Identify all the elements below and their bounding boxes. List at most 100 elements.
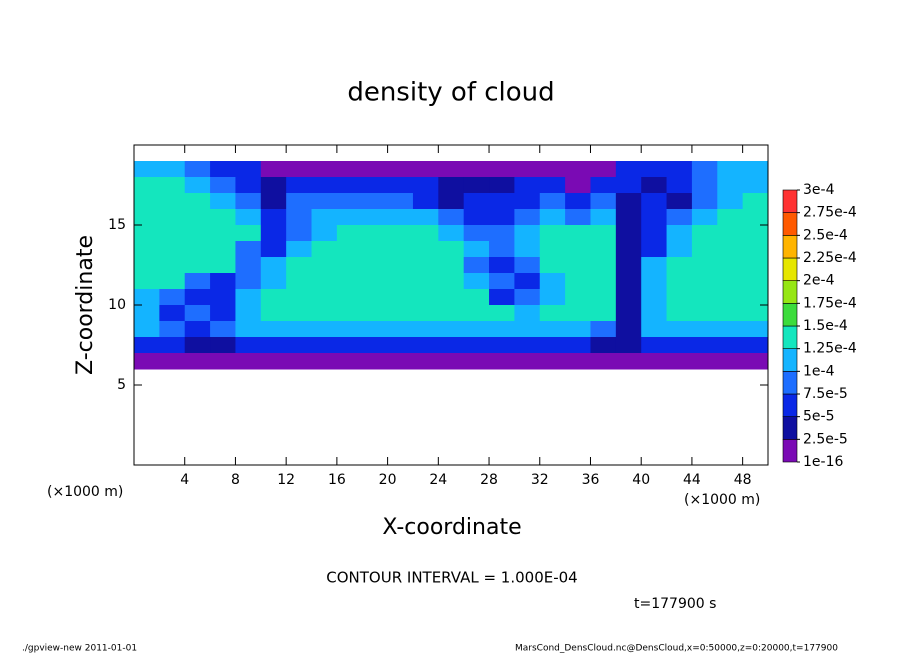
cell bbox=[565, 193, 591, 210]
cell bbox=[210, 177, 236, 194]
cell bbox=[641, 353, 668, 370]
colorbar-box bbox=[782, 257, 798, 281]
cell bbox=[514, 209, 541, 226]
cell bbox=[286, 353, 313, 370]
cell bbox=[336, 241, 363, 258]
colorbar-box bbox=[782, 212, 798, 236]
colorbar-box bbox=[782, 325, 798, 349]
cell bbox=[412, 289, 439, 306]
cell bbox=[666, 273, 693, 290]
cell bbox=[691, 273, 718, 290]
cell bbox=[362, 161, 389, 178]
x-tick-label: 32 bbox=[531, 472, 549, 488]
cell bbox=[539, 161, 566, 178]
cell bbox=[539, 289, 566, 306]
cell bbox=[412, 161, 439, 178]
cell bbox=[362, 225, 389, 242]
cell bbox=[336, 209, 363, 226]
colorbar-box bbox=[782, 235, 798, 259]
colorbar-box bbox=[782, 303, 798, 327]
cell bbox=[260, 337, 287, 354]
cell bbox=[565, 161, 591, 178]
cell bbox=[286, 289, 313, 306]
cell bbox=[184, 241, 211, 258]
cell bbox=[412, 353, 439, 370]
cell bbox=[691, 337, 718, 354]
cell bbox=[286, 321, 313, 338]
cell bbox=[717, 177, 744, 194]
cell bbox=[742, 257, 769, 274]
cell bbox=[311, 353, 338, 370]
cell bbox=[134, 177, 160, 194]
cell bbox=[235, 337, 262, 354]
cell bbox=[565, 273, 591, 290]
cell bbox=[235, 289, 262, 306]
cell bbox=[489, 177, 515, 194]
cell bbox=[362, 241, 389, 258]
colorbar-box bbox=[782, 371, 798, 395]
cell bbox=[235, 305, 262, 322]
cell bbox=[286, 193, 313, 210]
cell bbox=[590, 193, 617, 210]
cell bbox=[311, 177, 338, 194]
cell bbox=[235, 257, 262, 274]
cell bbox=[615, 353, 642, 370]
cell bbox=[184, 161, 211, 178]
cell bbox=[514, 241, 541, 258]
cell bbox=[184, 337, 211, 354]
cell bbox=[514, 225, 541, 242]
cell bbox=[590, 337, 617, 354]
cell bbox=[387, 225, 414, 242]
cell bbox=[717, 241, 744, 258]
cell bbox=[641, 289, 668, 306]
cell bbox=[210, 289, 236, 306]
colorbar-box bbox=[782, 280, 798, 304]
cell bbox=[387, 193, 414, 210]
cell bbox=[717, 273, 744, 290]
cell bbox=[565, 321, 591, 338]
cell bbox=[387, 241, 414, 258]
cell bbox=[134, 209, 160, 226]
cell bbox=[362, 209, 389, 226]
cell bbox=[311, 209, 338, 226]
cell bbox=[691, 241, 718, 258]
cell bbox=[362, 289, 389, 306]
x-tick-label: 16 bbox=[328, 472, 346, 488]
cell bbox=[134, 273, 160, 290]
cell bbox=[311, 289, 338, 306]
cell bbox=[362, 257, 389, 274]
cell bbox=[742, 161, 769, 178]
cell bbox=[691, 209, 718, 226]
cell bbox=[134, 241, 160, 258]
cell bbox=[184, 193, 211, 210]
cell bbox=[489, 257, 515, 274]
cell bbox=[134, 161, 160, 178]
cell bbox=[463, 257, 490, 274]
cell bbox=[514, 177, 541, 194]
cell bbox=[362, 305, 389, 322]
cell bbox=[387, 337, 414, 354]
cell bbox=[717, 353, 744, 370]
cell bbox=[286, 177, 313, 194]
cell bbox=[336, 177, 363, 194]
cell bbox=[336, 161, 363, 178]
y-axis-label: Z-coordinate bbox=[73, 235, 98, 375]
cell bbox=[615, 321, 642, 338]
cell bbox=[641, 225, 668, 242]
cell bbox=[717, 225, 744, 242]
cell bbox=[159, 193, 186, 210]
cell bbox=[717, 289, 744, 306]
cell bbox=[463, 353, 490, 370]
x-tick-label: 44 bbox=[683, 472, 701, 488]
cell bbox=[362, 193, 389, 210]
cell bbox=[260, 177, 287, 194]
cell bbox=[260, 257, 287, 274]
cell bbox=[235, 241, 262, 258]
cell bbox=[134, 289, 160, 306]
cell bbox=[412, 177, 439, 194]
x-tick-label: 28 bbox=[480, 472, 498, 488]
cell bbox=[159, 353, 186, 370]
cell bbox=[184, 305, 211, 322]
cell bbox=[463, 321, 490, 338]
cell bbox=[666, 337, 693, 354]
